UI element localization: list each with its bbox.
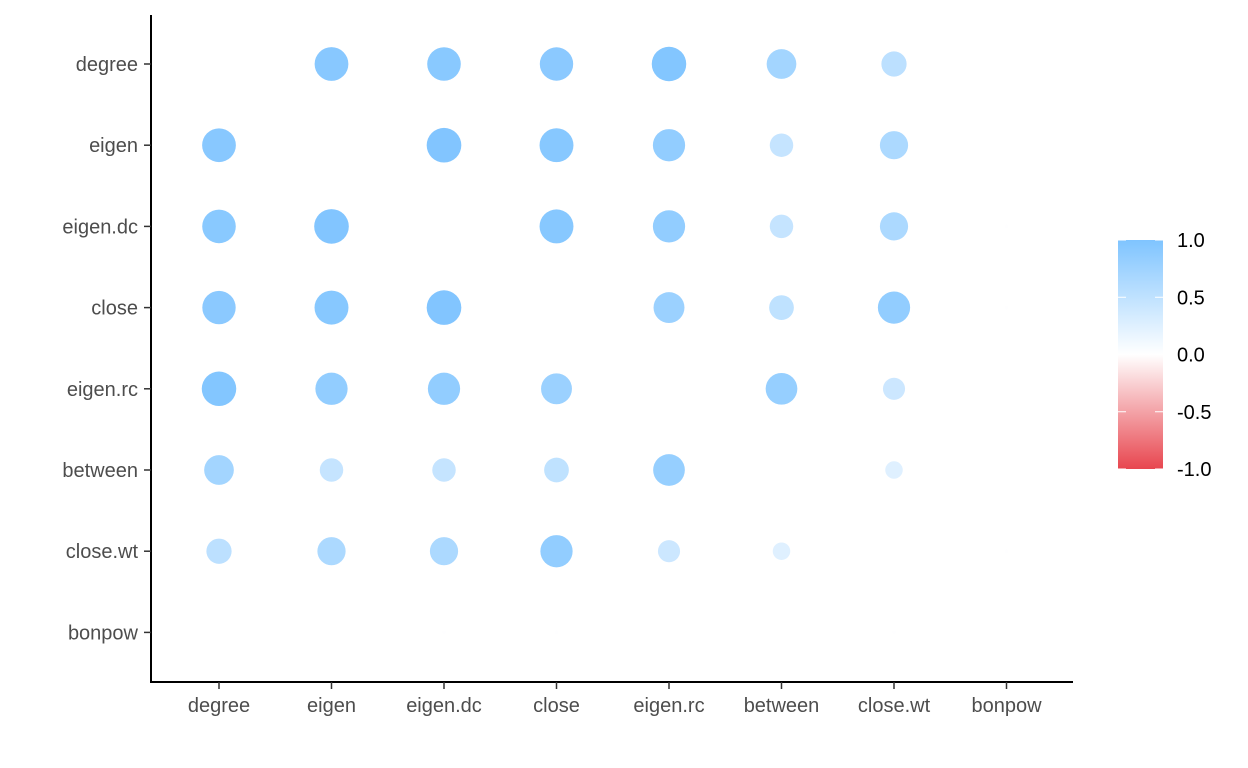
correlation-point [652,129,686,162]
legend-tick-label: 0.5 [1177,287,1205,309]
x-tick-label: close [533,695,580,717]
correlation-point [315,372,348,405]
legend-tick-label: 0.0 [1177,345,1205,367]
correlation-point [432,458,456,482]
correlation-point [314,209,349,244]
legend-tick-label: -1.0 [1177,459,1211,481]
x-tick-label: bonpow [971,695,1042,717]
correlation-points [201,46,1009,635]
y-tick-label: bonpow [68,622,139,644]
correlation-point [202,209,236,244]
correlation-point [653,292,685,324]
correlation-point [427,47,461,81]
correlation-point [879,131,909,160]
correlation-point [769,133,794,157]
x-tick-label: close.wt [858,695,931,717]
correlation-point [539,128,574,163]
x-tick-label: eigen.rc [633,695,704,717]
correlation-point [652,210,686,243]
y-tick-label: between [62,460,138,482]
correlation-point [882,377,906,400]
correlation-point [657,540,681,563]
correlation-point [317,537,346,566]
correlation-point [885,461,903,479]
y-tick-label: eigen [89,135,138,157]
legend-tick-label: -0.5 [1177,402,1211,424]
correlation-point [201,371,237,407]
correlation-point [426,127,462,163]
correlation-point [540,535,573,568]
x-tick-label: degree [188,695,250,717]
y-tick-label: degree [76,54,138,76]
y-axis-ticks: degree eigen eigen.dc close eigen.rc between c… [62,54,151,644]
correlation-point [427,372,461,405]
correlation-point [206,538,232,564]
correlation-point [765,372,798,405]
correlation-point [314,47,349,81]
correlation-point [539,47,574,81]
correlation-point [769,295,794,320]
correlation-point [769,214,794,239]
x-axis-ticks: degree eigen eigen.dc close eigen.rc between c… [188,682,1042,717]
x-tick-label: eigen [307,695,356,717]
x-tick-label: between [744,695,820,717]
correlation-point [541,373,572,405]
correlation-point [653,454,685,486]
correlation-point [202,290,236,325]
correlation-point [651,46,687,82]
color-legend: 1.0 0.5 0.0 -0.5 -1.0 [1118,230,1211,481]
correlation-point [442,630,446,635]
correlation-point [202,128,236,163]
y-tick-label: close [91,298,138,320]
correlation-point [429,537,459,566]
correlation-point [544,457,569,483]
correlation-point [877,291,911,324]
correlation-point [1004,224,1009,229]
y-tick-label: close.wt [66,541,139,563]
correlation-point [772,542,791,560]
correlation-point [319,458,344,482]
correlation-point [1004,549,1009,553]
x-tick-label: eigen.dc [406,695,482,717]
y-tick-label: eigen.dc [62,216,138,238]
correlation-point [426,290,462,325]
correlation-point [554,630,559,635]
correlation-point [314,290,349,325]
correlation-point [539,209,574,244]
legend-tick-label: 1.0 [1177,230,1205,252]
correlation-point [204,455,234,485]
correlation-point [892,630,896,635]
correlation-point [881,51,907,77]
axes [150,15,1073,683]
y-tick-label: eigen.rc [67,379,138,401]
correlation-point [879,212,909,241]
correlation-point [1004,305,1009,310]
correlation-point [766,49,797,79]
